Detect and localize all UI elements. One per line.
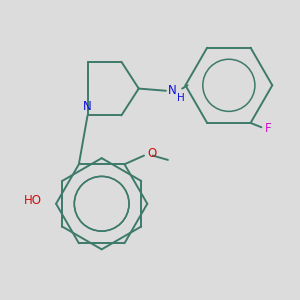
Text: HO: HO xyxy=(24,194,42,207)
Text: O: O xyxy=(147,147,157,160)
Text: N: N xyxy=(83,100,92,113)
Text: N: N xyxy=(168,84,177,97)
Text: H: H xyxy=(177,93,184,103)
Text: F: F xyxy=(265,122,271,135)
